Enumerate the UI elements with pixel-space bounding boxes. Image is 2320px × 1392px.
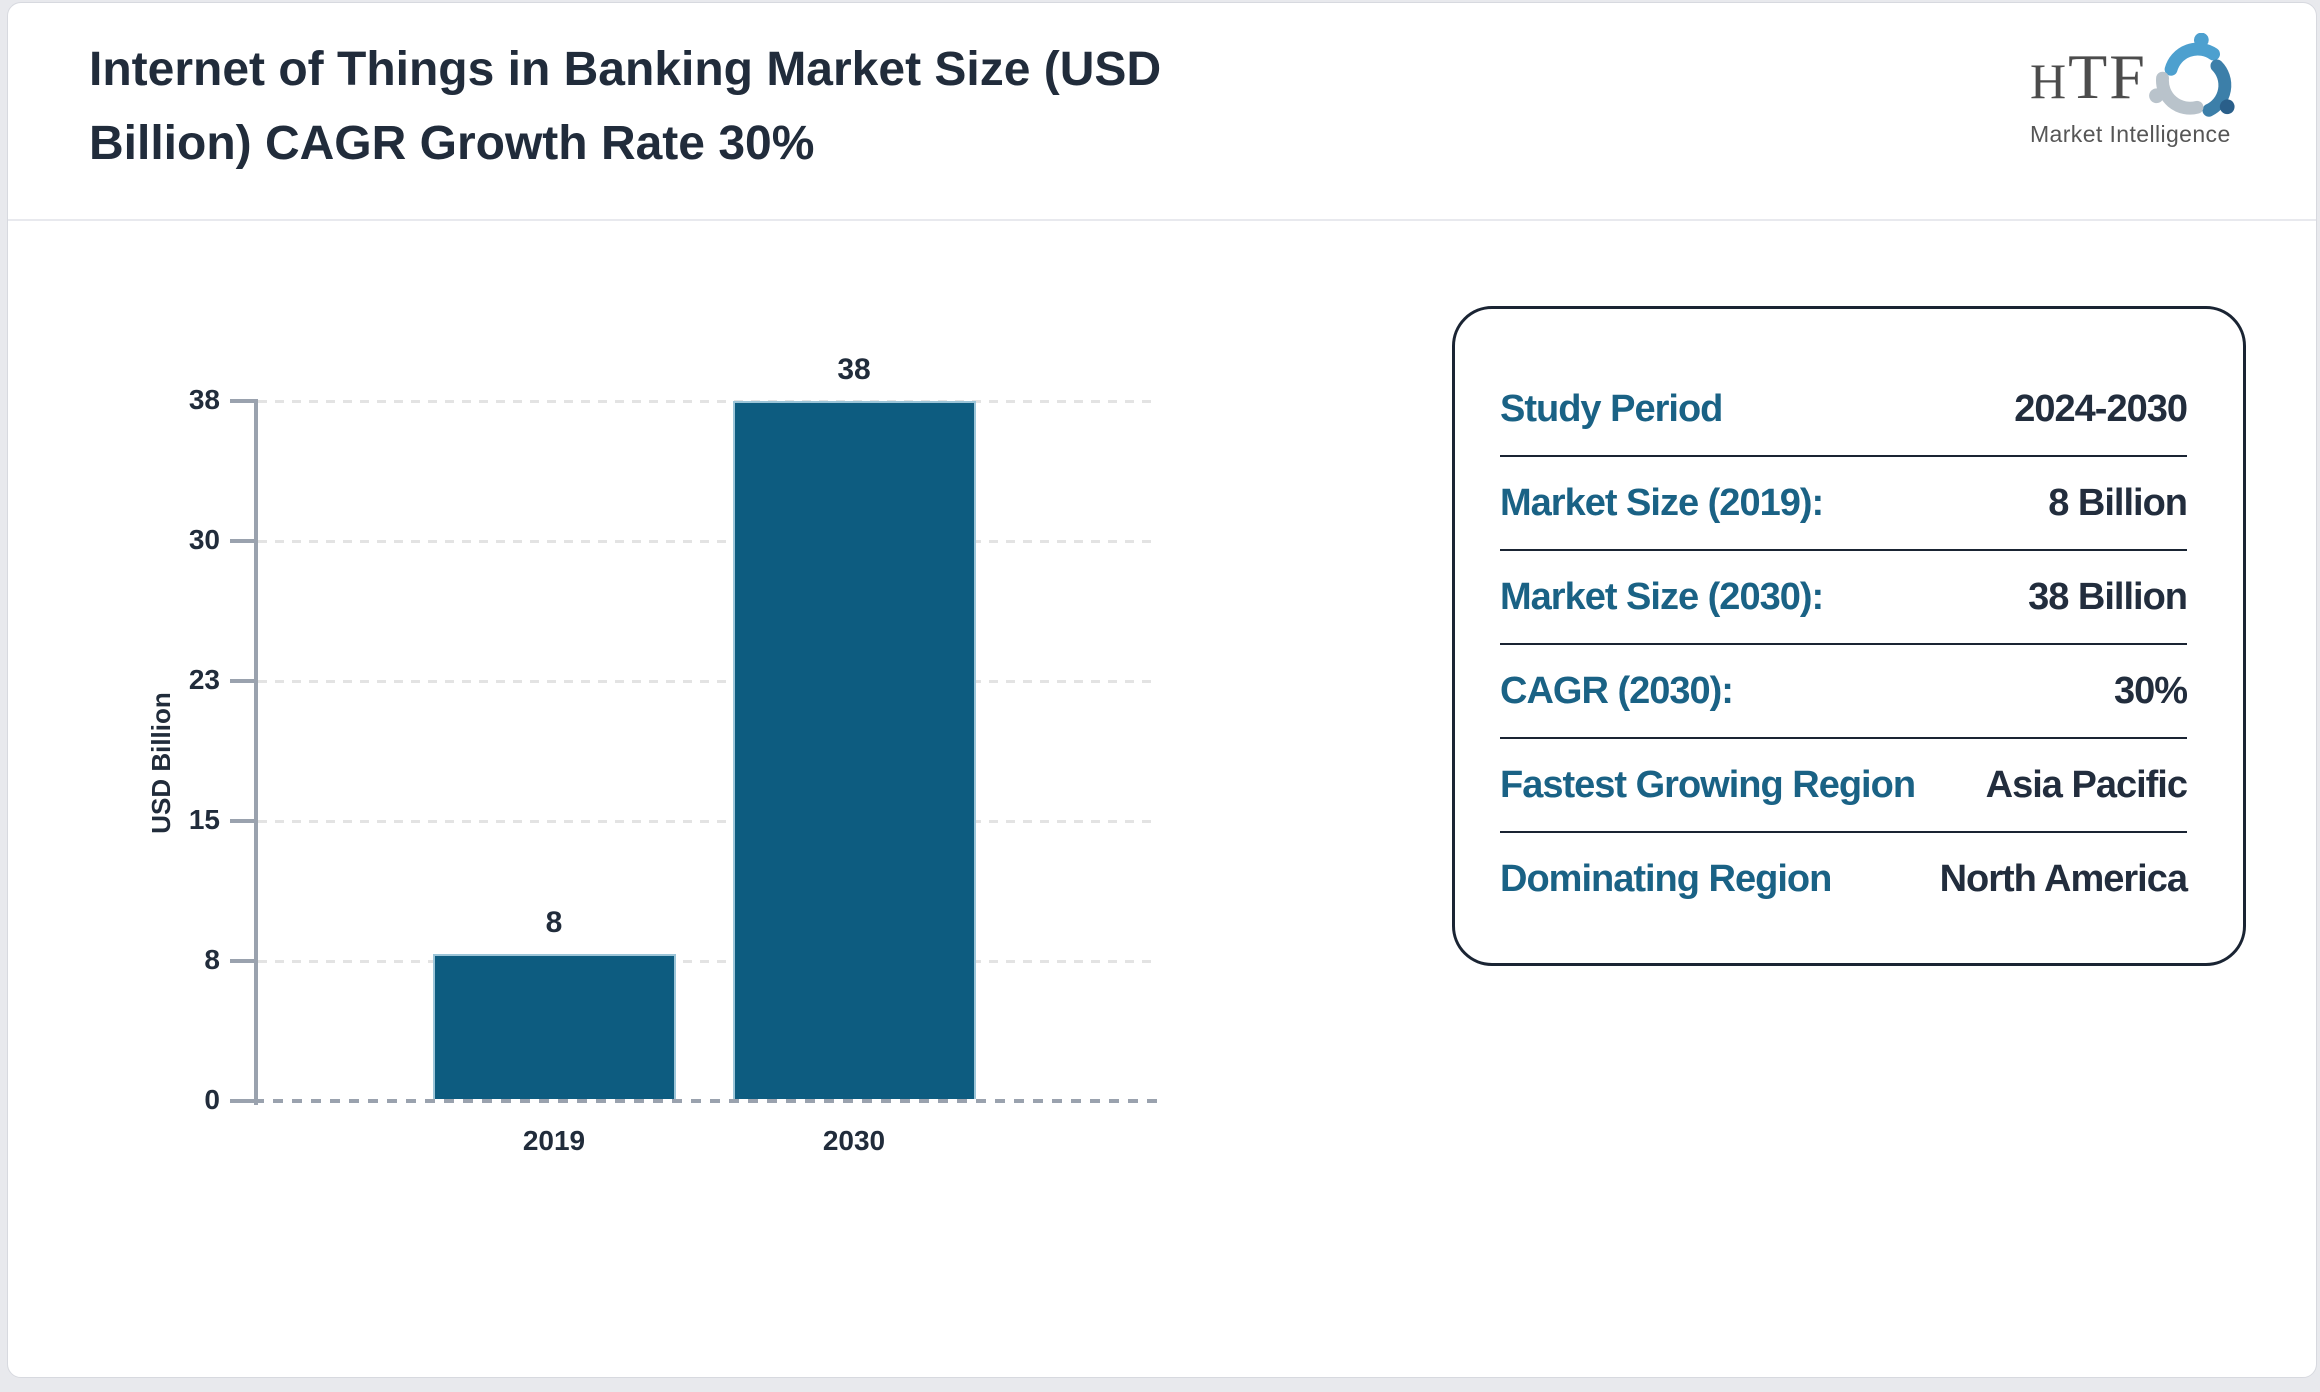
info-row: Study Period 2024-2030	[1500, 363, 2188, 457]
info-row: Dominating Region North America	[1500, 833, 2188, 925]
y-tick	[230, 1099, 258, 1103]
info-row: Market Size (2030): 38 Billion	[1500, 551, 2188, 645]
gridline-30	[258, 539, 1153, 543]
info-row: Market Size (2019): 8 Billion	[1500, 457, 2188, 551]
gridline-15	[258, 819, 1153, 823]
y-tick	[230, 399, 258, 403]
info-row: CAGR (2030): 30%	[1500, 645, 2188, 739]
y-tick-label: 23	[188, 664, 220, 695]
logo-row: HTF	[2030, 33, 2250, 125]
info-panel: Study Period 2024-2030 Market Size (2019…	[1452, 306, 2246, 966]
bar-value-label: 38	[837, 353, 871, 386]
info-value: Asia Pacific	[1985, 763, 2188, 806]
report-card: Internet of Things in Banking Market Siz…	[7, 2, 2317, 1378]
y-axis-label: USD Billion	[146, 692, 176, 834]
bar-2019	[432, 953, 676, 1101]
bar-2030	[732, 401, 976, 1101]
info-label: Fastest Growing Region	[1500, 763, 1916, 806]
title-line-2: Billion) CAGR Growth Rate 30%	[89, 117, 815, 170]
y-tick	[230, 679, 258, 683]
logo-swirl-icon	[2148, 33, 2235, 117]
info-value: North America	[1939, 857, 2188, 900]
bar-value-label: 8	[545, 905, 563, 939]
y-tick	[230, 959, 258, 963]
page-title: Internet of Things in Banking Market Siz…	[8, 3, 2316, 181]
gridline-23	[258, 679, 1153, 683]
y-tick-label: 0	[204, 1084, 220, 1115]
logo-text: HTF	[2030, 41, 2147, 112]
y-axis	[254, 399, 258, 1105]
info-value: 30%	[2113, 669, 2188, 712]
info-panel-rows: Study Period 2024-2030 Market Size (2019…	[1500, 363, 2188, 925]
gridline-38	[258, 399, 1153, 403]
y-tick	[230, 539, 258, 543]
y-tick	[230, 819, 258, 823]
info-label: Market Size (2019):	[1500, 481, 1824, 524]
x-tick-label-2030: 2030	[822, 1125, 886, 1156]
y-tick-label: 15	[188, 804, 220, 835]
info-label: Dominating Region	[1500, 857, 1832, 900]
y-tick-label: 30	[188, 524, 220, 555]
title-line-1: Internet of Things in Banking Market Siz…	[89, 43, 1162, 96]
header: Internet of Things in Banking Market Siz…	[8, 3, 2316, 221]
info-label: Market Size (2030):	[1500, 575, 1824, 618]
info-value: 2024-2030	[2014, 387, 2188, 430]
x-axis	[254, 1099, 1160, 1103]
info-label: Study Period	[1500, 387, 1723, 430]
y-tick-label: 38	[188, 384, 220, 415]
gridline-8	[258, 959, 1153, 963]
info-value: 38 Billion	[2028, 575, 2188, 618]
info-label: CAGR (2030):	[1500, 669, 1734, 712]
brand-logo: HTF	[2030, 33, 2250, 148]
bar-chart: USD Billion 8 2019 38 2030 0 8 15 23 30 38	[8, 219, 1162, 1377]
info-row: Fastest Growing Region Asia Pacific	[1500, 739, 2188, 833]
info-value: 8 Billion	[2048, 481, 2188, 524]
logo-subtitle: Market Intelligence	[2030, 121, 2231, 147]
x-tick-label-2019: 2019	[522, 1125, 586, 1156]
y-tick-label: 8	[204, 944, 220, 975]
